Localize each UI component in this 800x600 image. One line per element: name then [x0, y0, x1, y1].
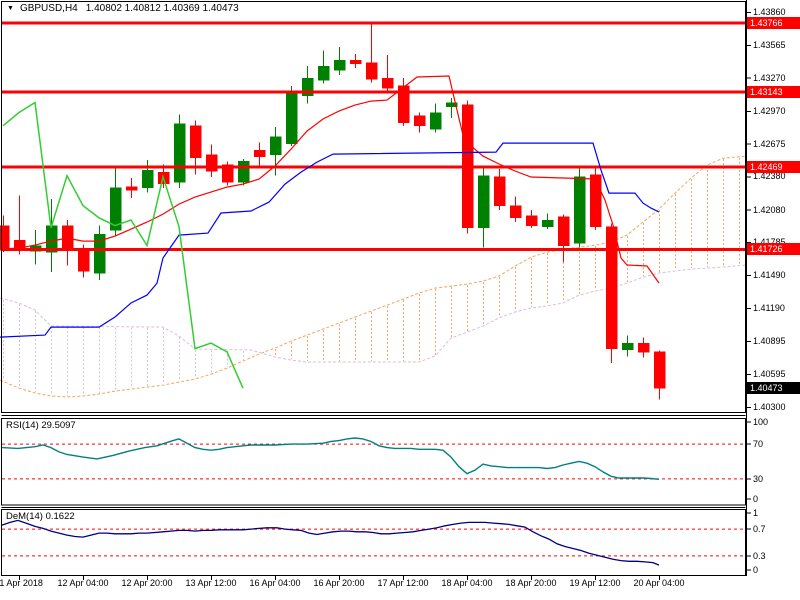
rsi-tick-label: 0 [753, 494, 759, 504]
price-tick-label: 1.43565 [753, 39, 786, 50]
kijun-sen-line [0, 142, 660, 338]
price-tick-label: 1.43860 [753, 7, 786, 18]
rsi-tick-label: 100 [753, 417, 769, 427]
price-tick-label: 1.42080 [753, 204, 786, 215]
dem-tick-label: 0 [753, 565, 759, 575]
candles-layer [0, 23, 666, 400]
rsi-indicator-label: RSI(14) 29.5097 [6, 420, 76, 431]
sr-price-badge: 1.42469 [747, 160, 800, 173]
time-label: 13 Apr 12:00 [185, 578, 237, 588]
price-tick-label: 1.41785 [753, 237, 786, 248]
symbol-title: ▼ GBPUSD,H4 1.40802 1.40812 1.40369 1.4047… [7, 3, 239, 14]
senkou-span-b-line [0, 264, 746, 363]
symbol-name: GBPUSD,H4 [19, 3, 78, 14]
chikou-span-line [2, 101, 244, 389]
symbol-dropdown-icon[interactable]: ▼ [7, 5, 14, 12]
time-label: 12 Apr 20:00 [121, 578, 173, 588]
time-label: 19 Apr 12:00 [569, 578, 621, 588]
dem-line [1, 519, 660, 566]
price-tick-label: 1.42675 [753, 138, 786, 149]
sr-price-badge: 1.43143 [747, 86, 800, 99]
rsi-tick-label: 30 [753, 473, 764, 484]
price-tick-label: 1.43270 [753, 72, 786, 83]
price-tick-label: 1.42380 [753, 171, 786, 182]
time-label: 12 Apr 04:00 [57, 578, 109, 588]
dem-tick-label: 0.7 [753, 524, 766, 535]
time-label: 17 Apr 12:00 [377, 578, 429, 588]
time-label: 16 Apr 20:00 [313, 578, 365, 588]
tenkan-sen-line [0, 75, 660, 284]
price-tick-label: 1.41490 [753, 269, 786, 280]
dem-panel-border [1, 509, 746, 576]
price-tick-label: 1.40300 [753, 401, 786, 412]
time-label: 18 Apr 20:00 [505, 578, 557, 588]
price-tick-label: 1.41190 [753, 303, 785, 314]
time-label: 11 Apr 2018 [0, 578, 43, 588]
main-panel-border [1, 1, 746, 413]
price-tick-label: 1.40595 [753, 369, 786, 380]
rsi-line [1, 437, 660, 480]
dem-tick-label: 0.3 [753, 550, 766, 561]
dem-indicator-label: DeM(14) 0.1622 [6, 511, 75, 522]
time-label: 18 Apr 04:00 [441, 578, 493, 588]
rsi-panel-border [1, 418, 746, 506]
dem-tick-label: 1 [753, 508, 759, 518]
price-tick-label: 1.40895 [753, 335, 786, 346]
price-tick-label: 1.42970 [753, 105, 786, 116]
time-label: 20 Apr 04:00 [633, 578, 685, 588]
current-price-badge: 1.40473 [747, 382, 800, 395]
rsi-tick-label: 70 [753, 439, 764, 450]
time-label: 16 Apr 04:00 [249, 578, 301, 588]
symbol-ohlc-values: 1.40802 1.40812 1.40369 1.40473 [85, 3, 239, 14]
sr-price-badge: 1.41726 [747, 243, 800, 256]
sr-price-badge: 1.43766 [747, 17, 800, 30]
